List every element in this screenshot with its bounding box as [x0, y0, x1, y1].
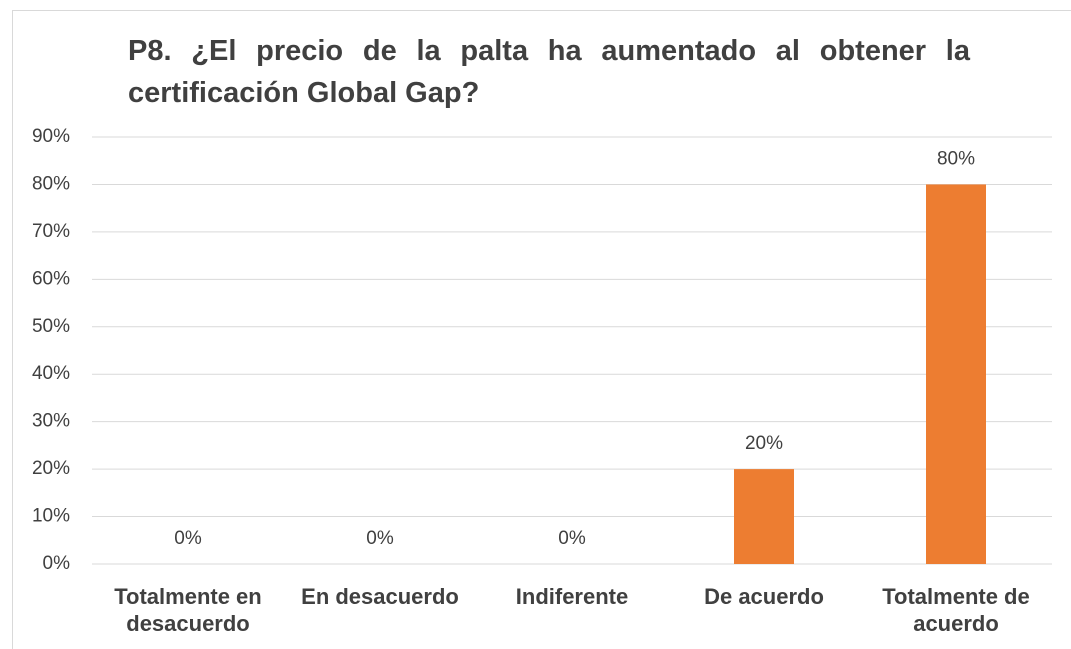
data-label: 20%	[745, 433, 783, 454]
x-tick-label: Totalmente de acuerdo	[882, 584, 1030, 636]
data-label: 0%	[174, 528, 202, 549]
y-tick-label: 70%	[32, 221, 70, 242]
y-tick-label: 20%	[32, 458, 70, 479]
y-tick-label: 80%	[32, 173, 70, 194]
x-tick-label: En desacuerdo	[301, 584, 459, 609]
chart-title: P8. ¿El precio de la palta ha aumentado …	[128, 35, 970, 109]
y-tick-label: 30%	[32, 411, 70, 432]
data-label: 80%	[937, 148, 975, 169]
y-tick-label: 0%	[43, 553, 71, 574]
y-tick-label: 60%	[32, 268, 70, 289]
x-tick-label: Indiferente	[515, 584, 629, 609]
y-tick-label: 90%	[32, 126, 70, 147]
chart-border	[12, 10, 1071, 649]
x-tick-label: Totalmente en desacuerdo	[114, 584, 262, 636]
y-tick-label: 40%	[32, 363, 70, 384]
bar	[734, 469, 794, 564]
bar	[926, 184, 986, 564]
x-tick-label: De acuerdo	[704, 584, 824, 609]
data-label: 0%	[558, 528, 586, 549]
y-tick-label: 50%	[32, 316, 70, 337]
y-tick-label: 10%	[32, 506, 70, 527]
data-label: 0%	[366, 528, 394, 549]
